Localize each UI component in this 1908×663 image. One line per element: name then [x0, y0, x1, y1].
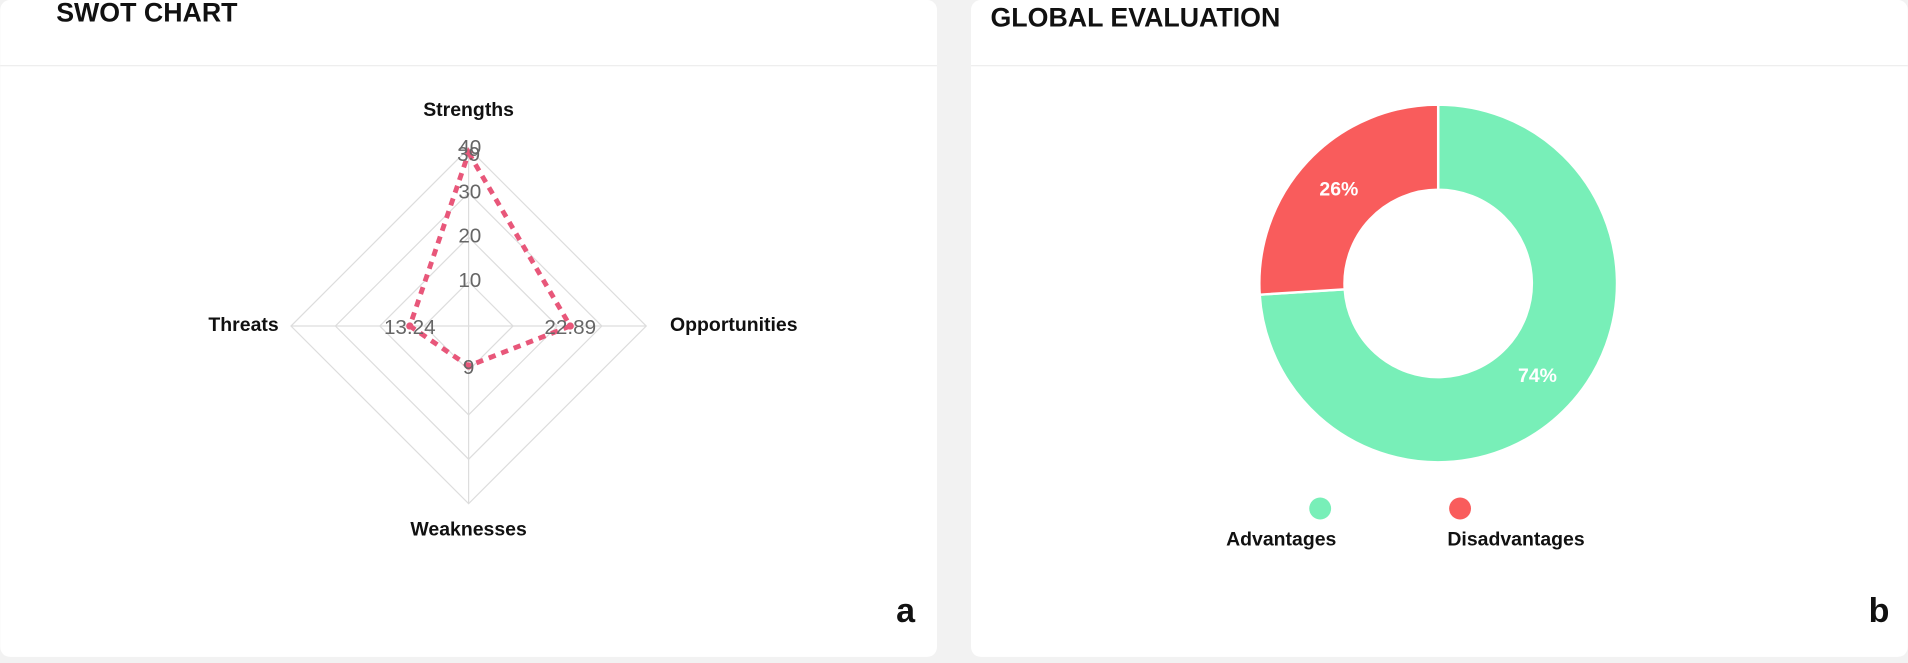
radar-point	[406, 322, 414, 330]
radar-point	[566, 322, 574, 330]
pie-slice	[1258, 103, 1440, 296]
category-label: Strengths	[423, 99, 514, 121]
grid-ring	[290, 147, 648, 505]
legend-label: Advantages	[1226, 528, 1336, 550]
data-label: 22.89	[544, 316, 596, 339]
category-label: Threats	[208, 314, 278, 336]
data-label: 39	[457, 143, 480, 166]
data-label: 13.24	[384, 316, 436, 339]
panel-label: a	[896, 592, 916, 630]
legend-label: Disadvantages	[1447, 528, 1584, 550]
grid-ring	[378, 236, 559, 416]
r-tick-label: 40	[458, 136, 481, 159]
r-tick-label: 20	[458, 225, 481, 248]
r-tick-label: 10	[458, 269, 481, 292]
grid-ring	[334, 191, 603, 461]
radar-point	[464, 149, 473, 157]
chart-title: GLOBAL EVALUATION	[990, 3, 1280, 33]
legend-marker	[1449, 497, 1472, 520]
r-tick-label: 30	[458, 180, 481, 203]
card	[971, 0, 1908, 657]
panel-label: b	[1869, 592, 1890, 630]
data-label: 9	[463, 356, 475, 379]
chart-title: SWOT CHART	[56, 0, 238, 28]
grid-ring	[423, 280, 514, 372]
category-label: Weaknesses	[410, 519, 527, 541]
pie-slice	[1258, 103, 1619, 464]
category-label: Opportunities	[670, 314, 798, 336]
legend-marker	[1309, 497, 1332, 520]
radar-point	[464, 362, 473, 370]
data-label: 74%	[1518, 365, 1557, 387]
data-label: 26%	[1319, 178, 1358, 200]
